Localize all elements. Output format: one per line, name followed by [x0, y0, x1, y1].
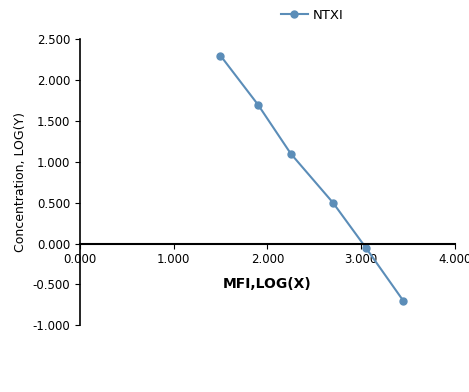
X-axis label: MFI,LOG(X): MFI,LOG(X)	[223, 278, 312, 291]
NTXI	[218, 53, 223, 58]
NTXI	[255, 102, 261, 107]
NTXI	[288, 151, 294, 156]
NTXI	[363, 245, 369, 250]
Y-axis label: Concentration, LOG(Y): Concentration, LOG(Y)	[14, 112, 27, 252]
NTXI	[401, 298, 406, 303]
NTXI	[330, 200, 336, 205]
Line: NTXI: NTXI	[217, 52, 407, 304]
Legend: NTXI: NTXI	[281, 9, 344, 22]
